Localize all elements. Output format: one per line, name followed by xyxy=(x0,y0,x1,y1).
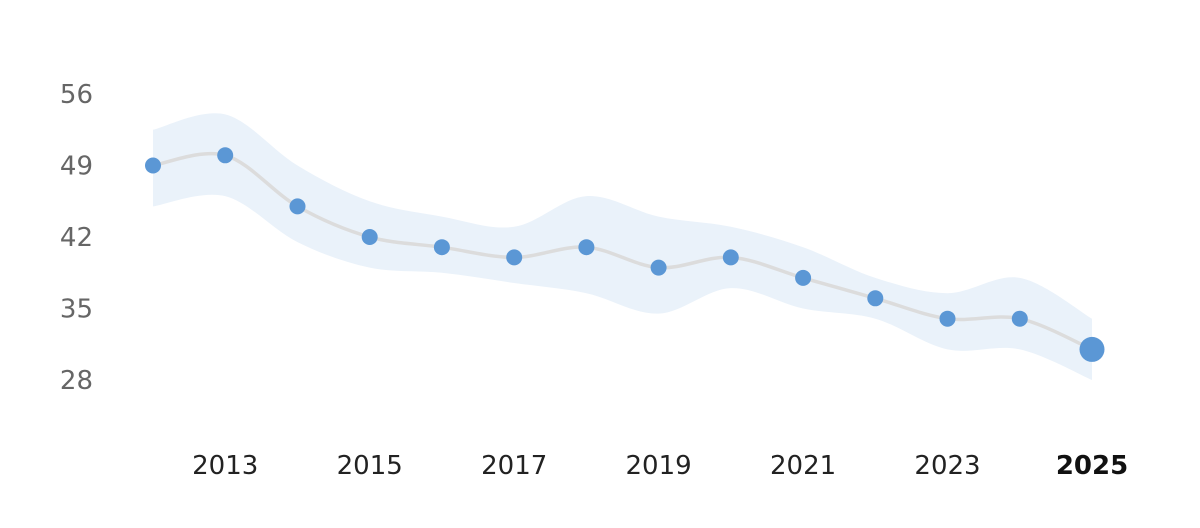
x-tick-label-2013: 2013 xyxy=(192,451,258,481)
confidence-band xyxy=(153,113,1092,380)
y-tick-label-42: 42 xyxy=(60,223,93,253)
data-point-2023 xyxy=(939,310,956,327)
x-axis: 2013 2015 2017 2019 2021 2023 2025 xyxy=(192,451,1128,481)
data-point-2018 xyxy=(578,239,595,256)
data-point-2019 xyxy=(650,259,667,276)
confidence-band-layer xyxy=(153,113,1092,380)
x-tick-label-2021: 2021 xyxy=(770,451,836,481)
data-point-2016 xyxy=(433,239,450,256)
x-tick-label-2017: 2017 xyxy=(481,451,547,481)
data-point-2014 xyxy=(289,198,306,215)
data-point-2022 xyxy=(867,290,884,307)
data-point-2013 xyxy=(217,147,234,164)
data-point-2024 xyxy=(1011,310,1028,327)
x-tick-label-2015: 2015 xyxy=(337,451,403,481)
y-tick-label-56: 56 xyxy=(60,80,93,110)
x-tick-label-2025: 2025 xyxy=(1056,451,1128,481)
y-tick-label-49: 49 xyxy=(60,152,93,182)
data-point-2021 xyxy=(795,269,812,286)
data-point-2012 xyxy=(145,157,161,174)
data-points-layer xyxy=(145,147,1105,362)
data-point-2017 xyxy=(506,249,523,266)
y-tick-label-35: 35 xyxy=(60,295,93,325)
data-point-2015 xyxy=(361,229,378,245)
data-point-2020 xyxy=(722,249,739,266)
y-tick-label-28: 28 xyxy=(60,366,93,396)
data-point-2025 xyxy=(1079,336,1105,362)
x-tick-label-2023: 2023 xyxy=(914,451,980,481)
x-tick-label-2019: 2019 xyxy=(626,451,692,481)
y-axis: 56 49 42 35 28 xyxy=(60,80,93,396)
